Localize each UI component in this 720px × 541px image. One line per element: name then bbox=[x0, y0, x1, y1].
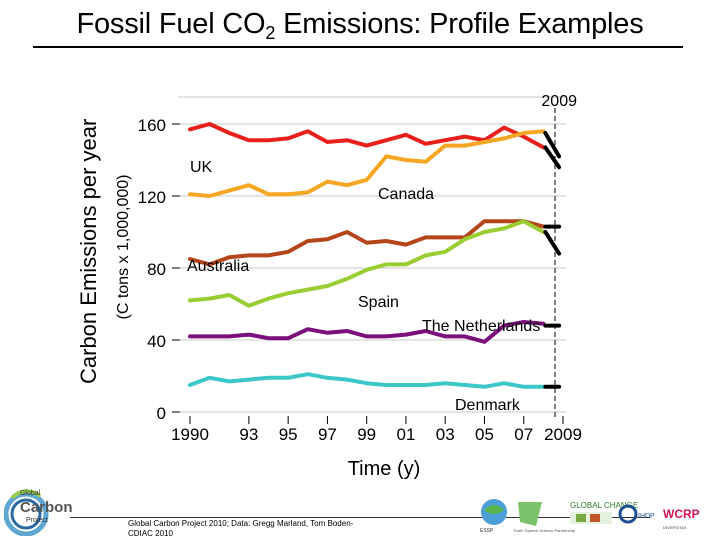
global-change-logo: GLOBAL CHANGE bbox=[570, 501, 638, 524]
series-line-the-netherlands bbox=[188, 320, 546, 344]
projection-segment bbox=[543, 145, 562, 170]
svg-text:IHDP: IHDP bbox=[638, 513, 655, 520]
x-tick-label: 07 bbox=[514, 425, 533, 444]
x-tick-label: 03 bbox=[436, 425, 455, 444]
logo-text-carbon: Carbon bbox=[20, 499, 73, 516]
projection-segment bbox=[543, 131, 562, 159]
logo-text-global: Global bbox=[20, 490, 41, 497]
data-credit: Global Carbon Project 2010; Data: Gregg … bbox=[128, 519, 354, 538]
ihdp-logo: IHDP bbox=[618, 504, 655, 524]
year-marker-label: 2009 bbox=[541, 93, 577, 110]
y-tick-label: 80 bbox=[147, 260, 166, 279]
series-label-uk: UK bbox=[190, 159, 213, 176]
series-line-denmark bbox=[188, 372, 546, 389]
x-axis-title: Time (y) bbox=[348, 458, 421, 480]
series-label-denmark: Denmark bbox=[455, 397, 521, 414]
svg-text:WCRP: WCRP bbox=[663, 507, 700, 521]
series-label-australia: Australia bbox=[187, 258, 249, 275]
series-label-canada: Canada bbox=[378, 186, 434, 203]
y-tick-label: 160 bbox=[138, 116, 166, 135]
y-tick-label: 0 bbox=[157, 404, 166, 423]
x-tick-label: 97 bbox=[318, 425, 337, 444]
y-tick-label: 120 bbox=[138, 188, 166, 207]
esspp-logo: ESSP bbox=[480, 499, 507, 534]
x-tick-label: 95 bbox=[279, 425, 298, 444]
series-label-spain: Spain bbox=[358, 294, 399, 311]
svg-text:DIVERSITAS: DIVERSITAS bbox=[663, 525, 687, 530]
x-tick-label: 01 bbox=[396, 425, 415, 444]
x-tick-label: 2009 bbox=[544, 425, 582, 444]
series-line-canada bbox=[188, 129, 546, 198]
x-tick-label: 99 bbox=[357, 425, 376, 444]
svg-text:Earth System Science Partnersh: Earth System Science Partnership bbox=[514, 528, 576, 533]
footer-divider bbox=[70, 517, 650, 518]
projection-segment bbox=[543, 230, 562, 256]
series-line-australia bbox=[188, 219, 546, 267]
x-tick-label: 05 bbox=[475, 425, 494, 444]
svg-text:ESSP: ESSP bbox=[480, 528, 494, 534]
series-line-spain bbox=[188, 219, 546, 308]
title-underline bbox=[33, 46, 683, 48]
x-tick-label: 1990 bbox=[171, 425, 209, 444]
series-line-uk bbox=[188, 122, 546, 150]
page-title: Fossil Fuel CO2 Emissions: Profile Examp… bbox=[76, 8, 644, 43]
diversitas-logo: DIVERSITAS bbox=[663, 525, 687, 530]
series-label-the-netherlands: The Netherlands bbox=[422, 318, 540, 335]
global-carbon-project-logo: Global Carbon Project bbox=[3, 488, 73, 537]
svg-text:GLOBAL CHANGE: GLOBAL CHANGE bbox=[570, 501, 638, 510]
x-tick-label: 93 bbox=[239, 425, 258, 444]
wcrp-logo: WCRP bbox=[663, 507, 700, 521]
partner-logos: ESSP Earth System Science Partnership GL… bbox=[478, 496, 720, 539]
y-tick-label: 40 bbox=[147, 332, 166, 351]
logo-text-project: Project bbox=[26, 517, 48, 524]
future-earth-logo: Earth System Science Partnership bbox=[514, 502, 576, 533]
